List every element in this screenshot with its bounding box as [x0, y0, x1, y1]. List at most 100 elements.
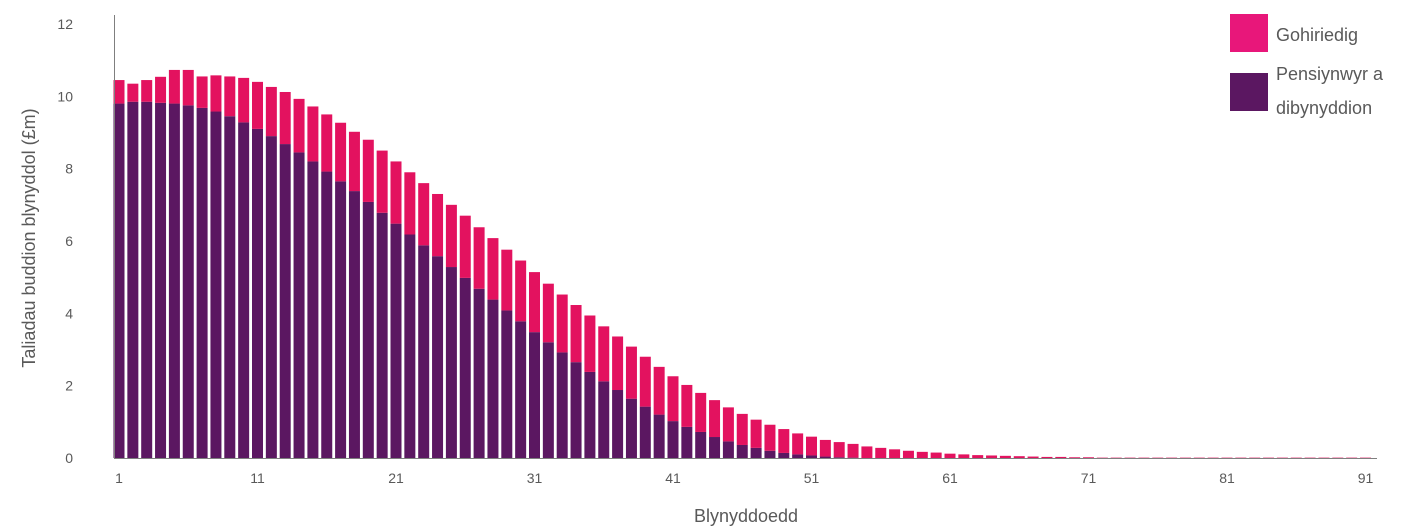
bar-pensioners-33: [556, 352, 568, 458]
bar-pensioners-31: [529, 332, 540, 458]
y-tick-labels: 0 2 4 6 8 10 12: [57, 16, 73, 466]
bar-deferred-71: [1083, 457, 1094, 458]
bar-deferred-1: [113, 80, 125, 104]
x-tick-label-11: 11: [250, 470, 265, 486]
bar-deferred-54: [847, 443, 859, 458]
legend-label-deferred: Gohiriedig: [1276, 25, 1358, 45]
bar-deferred-88: [1318, 457, 1330, 459]
bar-pensioners-10: [238, 122, 250, 459]
bar-pensioners-13: [279, 144, 291, 458]
bar-deferred-41: [667, 376, 679, 422]
bar-pensioners-14: [293, 152, 305, 458]
bar-deferred-40: [653, 366, 665, 415]
bar-deferred-79: [1193, 457, 1205, 459]
bar-deferred-34: [570, 305, 582, 363]
bar-deferred-44: [709, 400, 721, 438]
y-tick-label-12: 12: [57, 16, 73, 32]
bar-pensioners-4: [155, 102, 167, 458]
bar-pensioners-48: [764, 450, 776, 458]
bar-deferred-89: [1332, 457, 1344, 459]
bar-pensioners-36: [598, 381, 610, 458]
bar-deferred-8: [210, 75, 222, 112]
bars-group: [113, 69, 1371, 459]
bar-pensioners-19: [362, 201, 374, 458]
bar-deferred-25: [445, 204, 457, 268]
bar-pensioners-15: [307, 161, 319, 458]
bar-deferred-91: [1360, 457, 1371, 459]
y-tick-label-4: 4: [65, 305, 73, 321]
x-tick-label-81: 81: [1219, 470, 1235, 486]
bar-deferred-21: [390, 161, 402, 224]
bar-deferred-6: [182, 69, 194, 106]
bar-deferred-36: [598, 326, 610, 382]
bar-pensioners-43: [695, 431, 707, 458]
bar-pensioners-24: [432, 256, 444, 458]
x-tick-labels: 1 11 21 31 41 51 61 71 81 91: [115, 470, 1373, 486]
legend-label-pensioners-line1: Pensiynwyr a: [1276, 64, 1384, 84]
bar-deferred-4: [155, 76, 167, 103]
bar-deferred-85: [1276, 457, 1288, 459]
bar-pensioners-21: [390, 223, 402, 458]
bar-pensioners-11: [252, 128, 263, 458]
bar-pensioners-41: [667, 421, 679, 458]
bar-deferred-2: [127, 83, 139, 102]
bar-deferred-16: [321, 114, 333, 172]
bar-deferred-33: [556, 294, 568, 353]
x-axis-title: Blynyddoedd: [694, 506, 798, 526]
bar-deferred-20: [376, 150, 388, 213]
bar-pensioners-2: [127, 101, 139, 458]
bar-deferred-26: [459, 215, 471, 278]
bar-deferred-46: [736, 413, 748, 445]
bar-deferred-13: [279, 91, 291, 145]
legend-swatch-pensioners: [1230, 73, 1268, 111]
bar-pensioners-5: [168, 103, 180, 458]
x-tick-label-71: 71: [1081, 470, 1097, 486]
bar-deferred-11: [252, 81, 263, 129]
bar-pensioners-46: [736, 444, 748, 458]
bar-deferred-87: [1304, 457, 1316, 459]
bar-deferred-80: [1207, 457, 1219, 459]
bar-deferred-30: [515, 260, 527, 322]
bar-deferred-52: [819, 439, 831, 457]
bar-pensioners-40: [653, 414, 665, 458]
bar-deferred-64: [986, 455, 998, 458]
bar-deferred-22: [404, 172, 416, 235]
bar-deferred-39: [639, 356, 651, 407]
bar-pensioners-3: [141, 101, 153, 458]
bar-deferred-15: [307, 106, 319, 162]
bar-pensioners-30: [515, 321, 527, 458]
bar-deferred-57: [889, 449, 901, 458]
bar-pensioners-44: [709, 437, 721, 458]
y-tick-label-6: 6: [65, 233, 73, 249]
bar-deferred-90: [1346, 457, 1358, 459]
bar-deferred-47: [750, 419, 762, 448]
bar-deferred-67: [1027, 456, 1039, 458]
bar-deferred-7: [196, 76, 208, 108]
bar-deferred-3: [141, 80, 153, 102]
x-tick-label-41: 41: [665, 470, 681, 486]
bar-deferred-78: [1179, 457, 1191, 459]
bar-deferred-60: [930, 452, 942, 458]
x-tick-label-1: 1: [115, 470, 123, 486]
bar-deferred-84: [1263, 457, 1275, 459]
bar-deferred-82: [1235, 457, 1247, 459]
bar-pensioners-28: [487, 299, 499, 458]
y-tick-label-8: 8: [65, 161, 73, 177]
bar-pensioners-45: [722, 441, 734, 458]
bar-pensioners-12: [265, 136, 277, 458]
x-tick-label-91: 91: [1358, 470, 1374, 486]
bar-pensioners-53: [833, 457, 845, 458]
bar-deferred-18: [348, 131, 360, 192]
bar-pensioners-37: [612, 390, 624, 458]
bar-pensioners-16: [321, 171, 333, 458]
bar-deferred-28: [487, 238, 499, 300]
bar-deferred-73: [1110, 457, 1122, 459]
bar-deferred-61: [944, 453, 956, 458]
bar-deferred-48: [764, 424, 776, 451]
bar-pensioners-39: [639, 406, 651, 458]
bar-deferred-27: [473, 227, 485, 289]
bar-deferred-83: [1249, 457, 1261, 459]
bar-pensioners-54: [847, 457, 859, 459]
bar-deferred-32: [542, 283, 554, 343]
legend-label-pensioners-line2: dibynyddion: [1276, 98, 1372, 118]
